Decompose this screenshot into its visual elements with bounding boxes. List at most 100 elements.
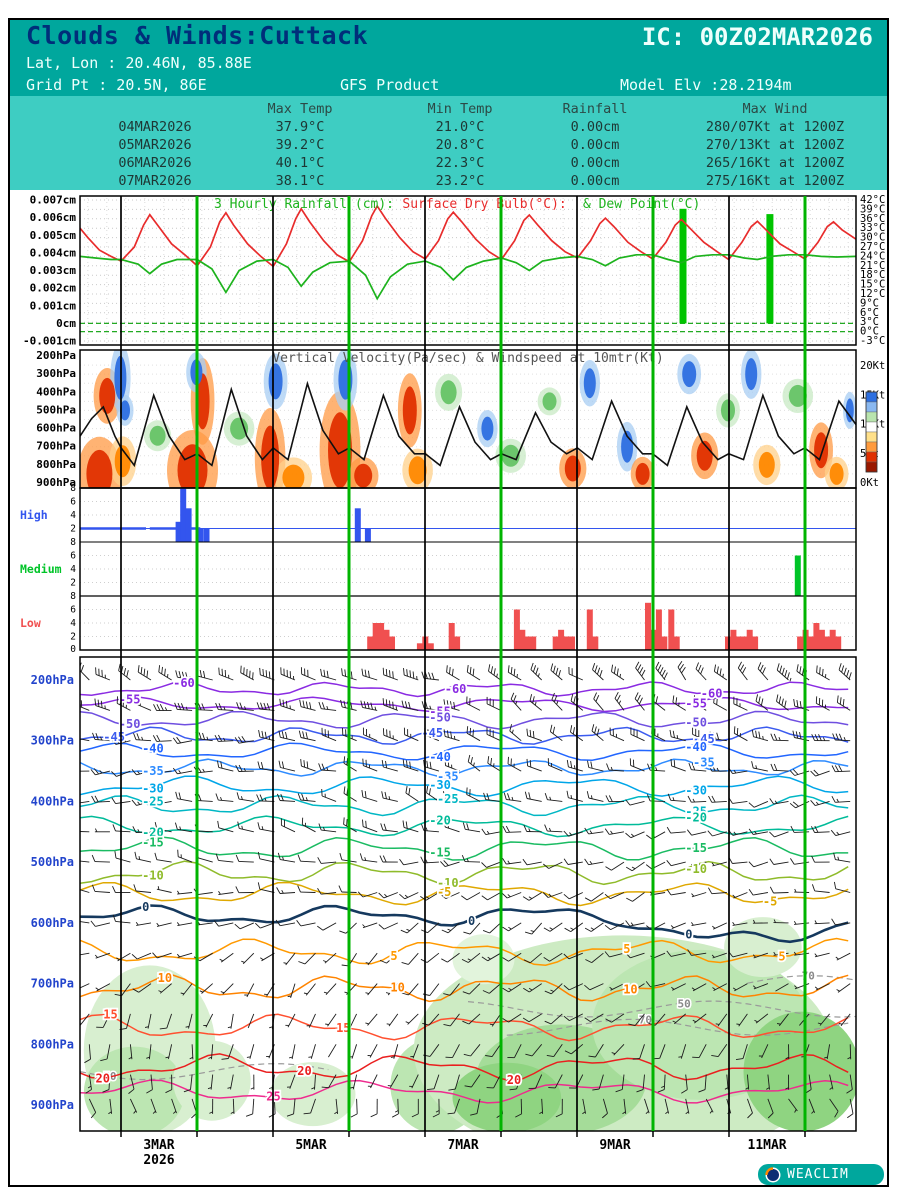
table-cell: 0.00cm [570,137,620,153]
summary-col-min-temp: Min Temp [427,101,493,117]
svg-text:-25: -25 [437,792,459,806]
table-cell: 40.1°C [275,155,325,171]
weaclim-label: WEACLIM [787,1167,849,1182]
svg-text:-25: -25 [142,795,164,809]
svg-text:-60: -60 [701,686,723,700]
svg-text:500hPa: 500hPa [36,403,76,416]
svg-text:12°C: 12°C [860,288,885,300]
vv-blobs [80,350,856,488]
table-cell: 280/07Kt at 1200Z [705,119,845,135]
svg-text:2: 2 [70,578,76,589]
svg-text:Surface Dry Bulb(°C):: Surface Dry Bulb(°C): [402,197,566,212]
svg-text:-5: -5 [437,885,451,899]
svg-text:700hPa: 700hPa [31,977,74,991]
table-cell: 20.8°C [435,137,485,153]
svg-text:600hPa: 600hPa [36,422,76,435]
svg-text:800hPa: 800hPa [31,1037,74,1051]
svg-text:600hPa: 600hPa [31,916,74,930]
table-cell: 270/13Kt at 1200Z [705,137,845,153]
svg-text:8: 8 [70,537,76,548]
svg-text:0.005cm: 0.005cm [30,229,77,242]
svg-text:400hPa: 400hPa [36,385,76,398]
panel-clouds: 8 6 4 2 High 8 6 4 2 Medium 8 6 4 2 Low 0 [20,483,857,655]
svg-text:300hPa: 300hPa [31,734,74,748]
svg-text:-40: -40 [685,740,707,754]
product-label: GFS Product [340,76,440,94]
svg-text:300hPa: 300hPa [36,367,76,380]
table-cell: 23.2°C [435,173,485,189]
svg-text:0: 0 [142,900,149,914]
svg-text:6: 6 [70,551,76,562]
svg-text:-40: -40 [142,742,164,756]
svg-text:800hPa: 800hPa [36,458,76,471]
svg-text:2026: 2026 [143,1153,174,1168]
svg-text:42°C: 42°C [860,194,885,206]
svg-text:-35: -35 [142,764,164,778]
svg-text:-20: -20 [142,826,164,840]
svg-text:6: 6 [70,605,76,616]
svg-text:900hPa: 900hPa [31,1098,74,1112]
svg-text:-40: -40 [429,750,451,764]
svg-text:3MAR: 3MAR [143,1138,174,1153]
svg-text:700hPa: 700hPa [36,440,76,453]
svg-text:5: 5 [778,950,785,964]
svg-text:5: 5 [623,942,630,956]
svg-text:-55: -55 [119,692,141,706]
wind-barbs [80,661,854,1119]
svg-text:-5: -5 [763,895,777,909]
svg-text:9MAR: 9MAR [599,1138,630,1153]
svg-text:-50: -50 [119,717,141,731]
svg-text:-60: -60 [445,682,467,696]
svg-text:-15: -15 [429,845,451,859]
table-cell: 275/16Kt at 1200Z [705,173,845,189]
svg-text:2: 2 [70,632,76,643]
svg-text:0.004cm: 0.004cm [30,246,77,259]
panel-vertical-velocity: Vertical Velocity(Pa/sec) & Windspeed at… [36,349,885,489]
svg-text:0.003cm: 0.003cm [30,264,77,277]
table-cell: 0.00cm [570,119,620,135]
svg-text:0.006cm: 0.006cm [30,211,77,224]
summary-col-rainfall: Rainfall [562,101,628,117]
svg-text:200hPa: 200hPa [31,673,74,687]
svg-text:39°C: 39°C [860,203,885,215]
svg-text:9°C: 9°C [860,297,879,309]
svg-text:20: 20 [297,1064,311,1078]
svg-text:-3°C: -3°C [860,335,885,347]
svg-text:7MAR: 7MAR [447,1138,478,1153]
svg-text:6°C: 6°C [860,307,879,319]
table-cell: 265/16Kt at 1200Z [705,155,845,171]
table-row-date: 05MAR2026 [118,137,192,153]
svg-text:-45: -45 [421,726,443,740]
svg-text:-25: -25 [685,805,707,819]
svg-text:-10: -10 [685,862,707,876]
table-cell: 0.00cm [570,155,620,171]
svg-text:0.001cm: 0.001cm [30,299,77,312]
svg-text:-0.001cm: -0.001cm [23,335,76,348]
svg-text:-50: -50 [429,710,451,724]
svg-text:18°C: 18°C [860,269,885,281]
svg-text:-15: -15 [142,836,164,850]
svg-text:Vertical Velocity(Pa/sec) & Wi: Vertical Velocity(Pa/sec) & Windspeed at… [272,351,663,366]
weaclim-logo-icon [765,1166,781,1183]
svg-text:5: 5 [390,949,397,963]
svg-text:& Dew Point(°C): & Dew Point(°C) [583,197,700,212]
initial-condition-label: IC: 00Z02MAR2026 [641,23,873,51]
grid-point-label: Grid Pt : 20.5N, 86E [26,76,207,94]
svg-text:30°C: 30°C [860,232,885,244]
table-row-date: 07MAR2026 [118,173,192,189]
svg-text:10: 10 [158,971,172,985]
svg-text:2: 2 [70,524,76,535]
svg-text:4: 4 [70,510,76,521]
svg-text:-45: -45 [693,732,715,746]
svg-text:20: 20 [507,1073,521,1087]
summary-band: Max Temp Min Temp Rainfall Max Wind 04MA… [10,96,887,190]
svg-text:6: 6 [70,497,76,508]
page-title: Clouds & Winds:Cuttack [26,21,369,50]
table-row-date: 06MAR2026 [118,155,192,171]
svg-text:-50: -50 [685,716,707,730]
table-cell: 22.3°C [435,155,485,171]
svg-text:15: 15 [103,1008,117,1022]
svg-text:36°C: 36°C [860,213,885,225]
